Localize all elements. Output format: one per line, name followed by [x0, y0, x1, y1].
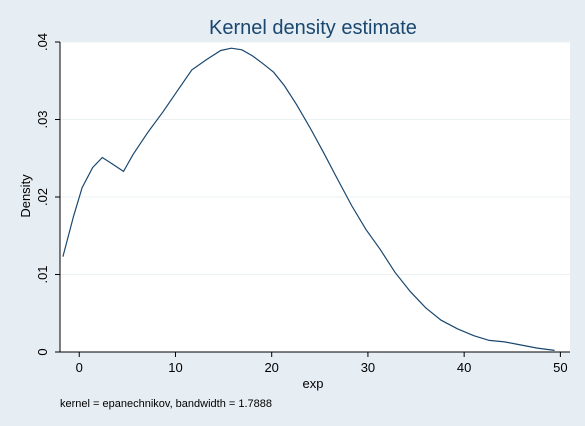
x-tick-label: 0 [76, 360, 83, 375]
x-tick-label: 10 [168, 360, 182, 375]
y-tick-label: .04 [35, 33, 50, 51]
chart-title: Kernel density estimate [209, 17, 417, 39]
x-axis-ticks: 0 10 20 30 40 50 [76, 352, 568, 375]
x-tick-label: 20 [264, 360, 278, 375]
y-tick-label: .01 [35, 265, 50, 283]
gridlines [60, 41, 570, 275]
x-axis-title: exp [303, 376, 324, 391]
y-axis-ticks: 0 .01 .02 .03 .04 [35, 33, 60, 356]
chart-note: kernel = epanechnikov, bandwidth = 1.788… [60, 398, 272, 410]
x-tick-label: 30 [361, 360, 375, 375]
y-tick-label: .02 [35, 188, 50, 206]
y-tick-label: .03 [35, 110, 50, 128]
y-axis-title: Density [18, 174, 33, 218]
x-tick-label: 40 [457, 360, 471, 375]
x-tick-label: 50 [553, 360, 567, 375]
y-tick-label: 0 [35, 348, 50, 355]
density-curve [62, 47, 555, 351]
